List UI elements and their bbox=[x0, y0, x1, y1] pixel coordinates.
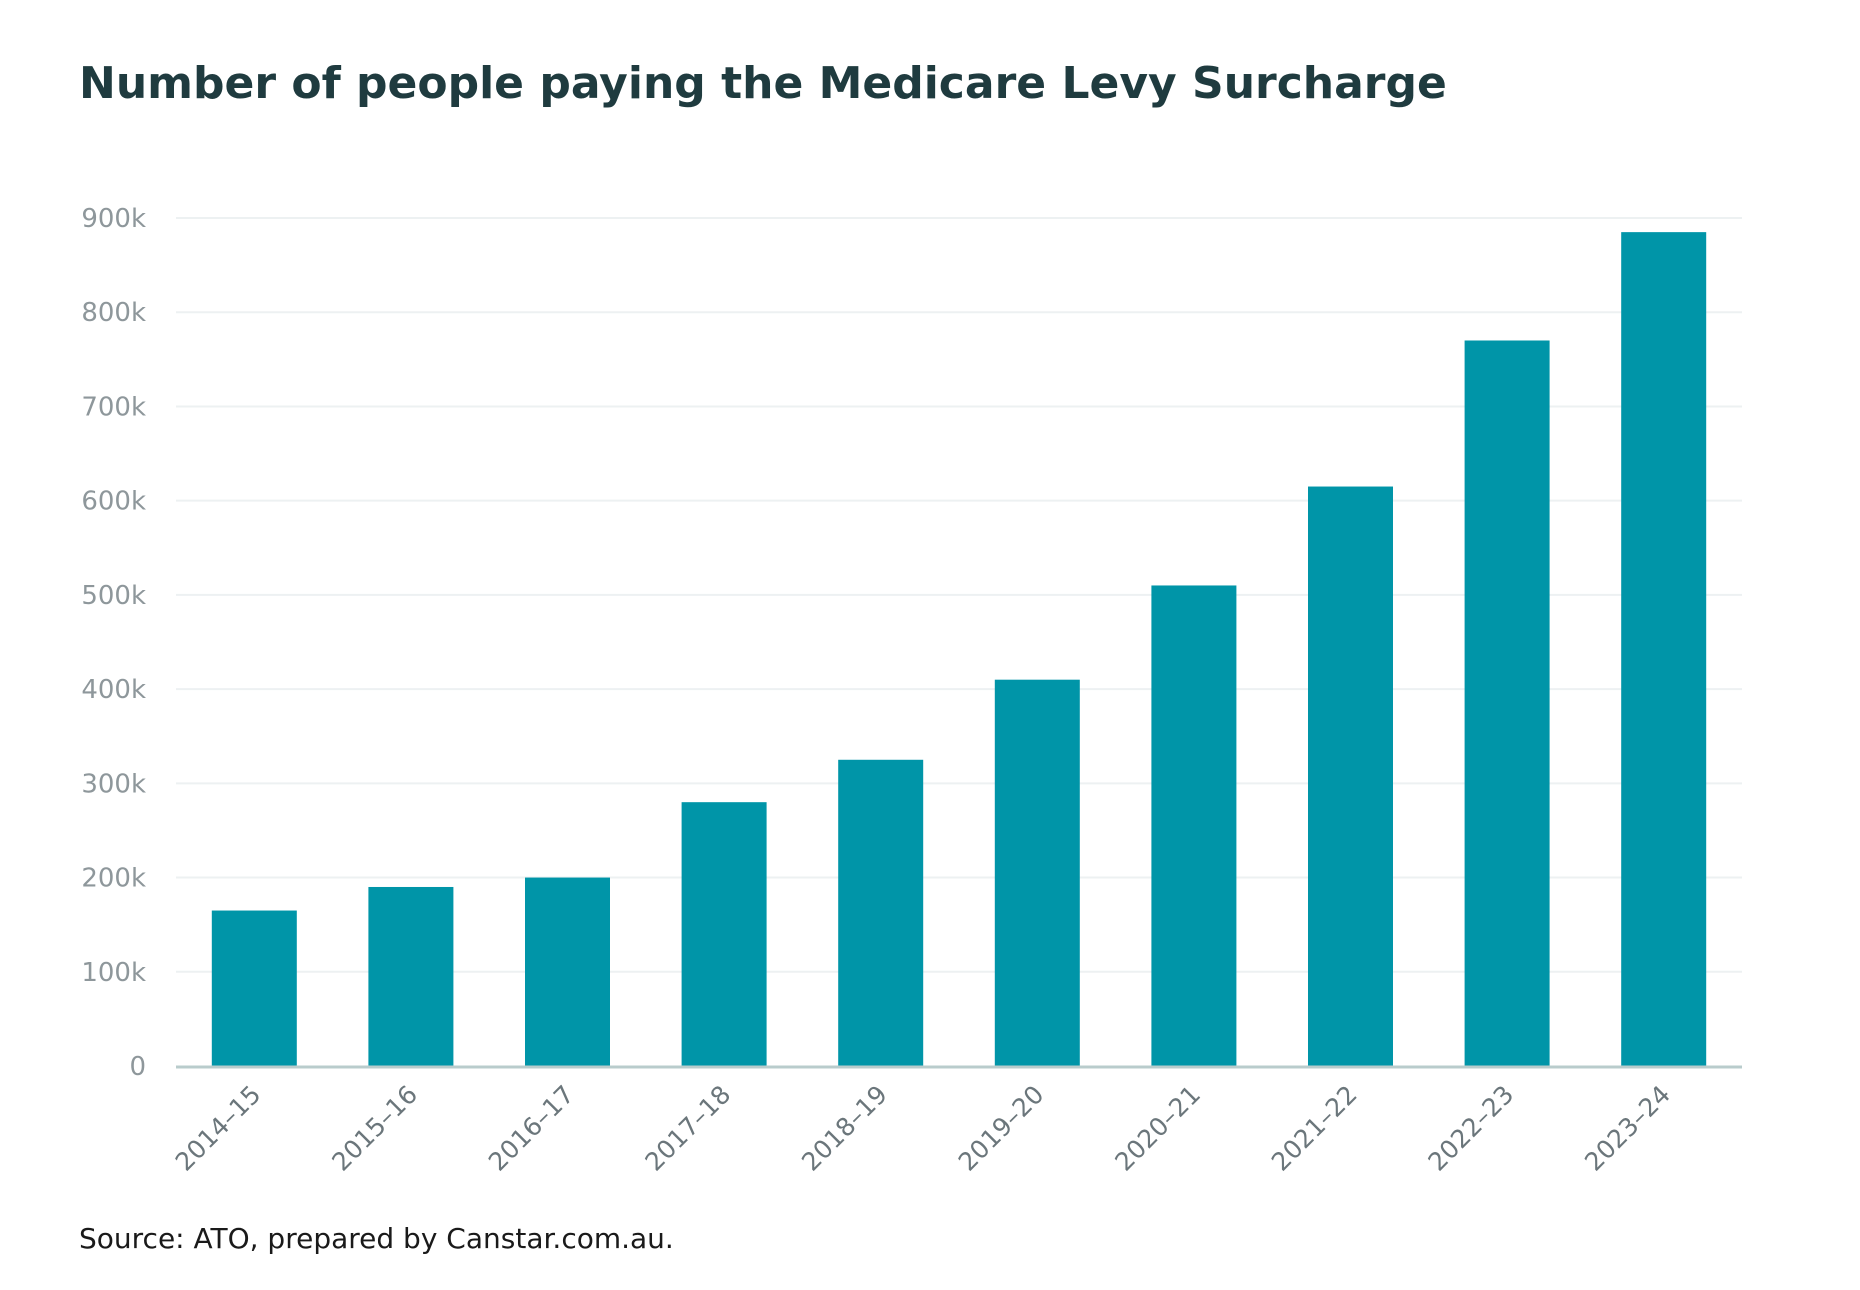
y-tick-label: 800k bbox=[81, 298, 146, 328]
bar-2022–23 bbox=[1464, 340, 1550, 1066]
bars bbox=[211, 232, 1707, 1067]
x-tick-label: 2021–22 bbox=[1266, 1080, 1363, 1177]
y-tick-label: 400k bbox=[81, 675, 146, 705]
x-tick-label: 2017–18 bbox=[640, 1080, 737, 1177]
y-tick-label: 900k bbox=[81, 204, 146, 234]
y-tick-label: 700k bbox=[81, 392, 146, 422]
bar-2016–17 bbox=[525, 877, 610, 1066]
x-tick-label: 2022–23 bbox=[1423, 1080, 1520, 1177]
source-note: Source: ATO, prepared by Canstar.com.au. bbox=[79, 1222, 674, 1255]
bar-2014–15 bbox=[211, 910, 297, 1066]
x-tick-label: 2015–16 bbox=[326, 1080, 423, 1177]
bar-2015–16 bbox=[368, 886, 454, 1066]
y-tick-label: 300k bbox=[81, 769, 146, 799]
y-tick-label: 200k bbox=[81, 864, 146, 894]
chart-title: Number of people paying the Medicare Lev… bbox=[79, 58, 1447, 109]
y-tick-label: 0 bbox=[129, 1052, 146, 1082]
x-tick-label: 2020–21 bbox=[1109, 1080, 1206, 1177]
y-tick-label: 600k bbox=[81, 487, 146, 517]
x-tick-label: 2023–24 bbox=[1579, 1080, 1676, 1177]
x-tick-label: 2014–15 bbox=[170, 1080, 267, 1177]
bar-2018–19 bbox=[838, 759, 924, 1066]
bar-2023–24 bbox=[1621, 232, 1707, 1067]
bar-2020–21 bbox=[1151, 585, 1237, 1066]
y-axis-ticks: 0 100k 200k 300k 400k 500k 600k 700k 800k 900k bbox=[81, 204, 146, 1082]
x-tick-label: 2018–19 bbox=[796, 1080, 893, 1177]
y-tick-label: 500k bbox=[81, 581, 146, 611]
x-tick-label: 2019–20 bbox=[953, 1080, 1050, 1177]
bar-2017–18 bbox=[681, 802, 767, 1066]
y-tick-label: 100k bbox=[81, 958, 146, 988]
x-tick-label: 2016–17 bbox=[483, 1080, 580, 1177]
x-axis-ticks: 2014–15 2015–16 2016–17 2017–18 2018–19 2019–… bbox=[170, 1080, 1676, 1177]
bar-2019–20 bbox=[994, 679, 1080, 1066]
bar-2021–22 bbox=[1308, 486, 1393, 1066]
